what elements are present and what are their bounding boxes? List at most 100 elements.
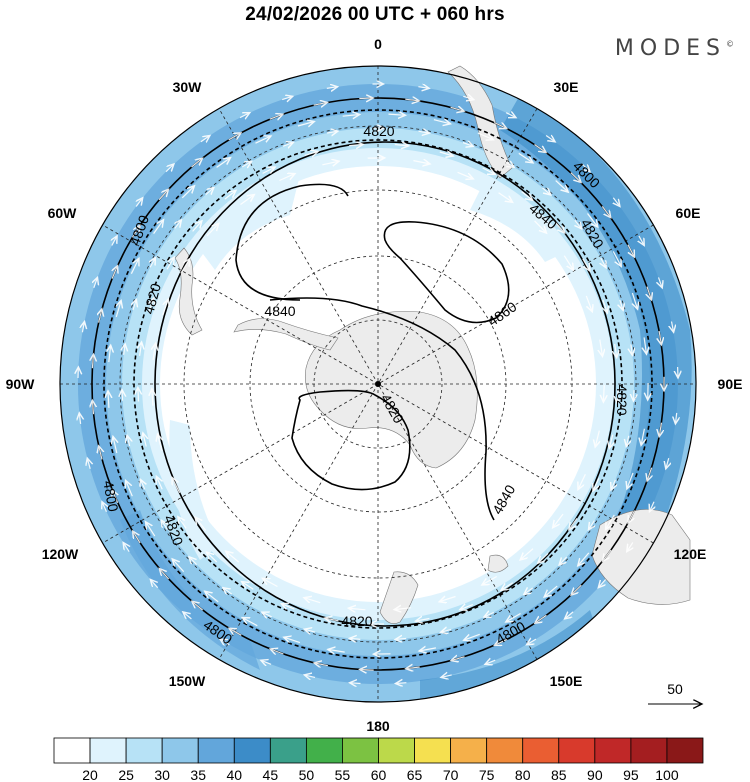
wind-vector-arrow <box>140 479 144 490</box>
colorbar-swatch <box>342 737 379 764</box>
wind-vector-arrow <box>394 608 412 610</box>
wind-vector-arrow <box>524 588 534 595</box>
wind-vector-arrow <box>200 136 210 142</box>
wind-vector-arrow <box>598 579 607 588</box>
wind-vector-arrow <box>612 251 621 266</box>
wind-vector-arrow <box>116 301 121 318</box>
wind-vector-arrow <box>326 131 338 133</box>
contour-4810-dashed <box>103 109 653 659</box>
landmasses <box>174 65 691 624</box>
wind-vector-arrow <box>112 236 117 246</box>
wind-vector-arrow <box>153 220 164 234</box>
wind-vector-arrow <box>615 343 617 358</box>
wind-vector-arrow <box>631 344 632 355</box>
wind-vector-arrow <box>395 639 407 640</box>
wind-vector-arrow <box>463 96 474 99</box>
wind-vector-arrow <box>647 467 652 481</box>
wind-vector-arrow <box>563 255 573 270</box>
lon-label-150w: 150W <box>169 673 206 689</box>
wind-vector-arrow <box>482 575 497 585</box>
wind-vector-arrow <box>206 223 219 237</box>
wind-vector-arrow <box>505 113 516 118</box>
wind-vector-arrow <box>559 556 568 565</box>
lon-label-0: 0 <box>374 36 382 52</box>
colorbar-tick-label: 55 <box>335 767 351 782</box>
wind-vector-arrow <box>554 221 564 233</box>
wind-vector-arrow <box>161 520 167 530</box>
wind-vector-arrow <box>282 96 293 99</box>
wind-vector-arrow <box>609 434 612 449</box>
wind-vector-arrow <box>506 612 521 623</box>
wind-vector-arrow <box>450 107 465 111</box>
wind-vector-arrow <box>150 258 155 268</box>
colorbar-swatch <box>161 737 199 764</box>
wind-vector-arrow <box>123 543 129 553</box>
contour-label: 4820 <box>363 123 394 139</box>
wind-vector-arrow <box>504 162 514 168</box>
wind-vector-arrow <box>464 633 480 640</box>
wind-vector-arrow <box>82 322 84 333</box>
wind-vector-arrow <box>158 189 168 201</box>
wind-vector-arrow <box>620 299 623 311</box>
colorbar-tick-label: 40 <box>226 767 242 782</box>
wind-vector-arrow <box>482 167 495 175</box>
wind-vector-arrow <box>113 437 117 454</box>
australia <box>591 509 691 605</box>
wind-vector-arrow <box>239 113 250 118</box>
lon-label-120e: 120E <box>674 546 707 562</box>
wind-vector-arrow <box>282 142 293 146</box>
wind-vector-arrow <box>127 435 130 447</box>
wind-vector-arrow <box>433 120 451 124</box>
colorbar-tick-label: 50 <box>299 767 315 782</box>
wind-vector-arrow <box>205 187 214 196</box>
wind-vector-arrow <box>229 628 242 636</box>
wind-vector-arrow <box>262 167 276 173</box>
tasmania <box>487 554 509 573</box>
contour-4840-west <box>235 183 349 301</box>
wind-vector-arrow <box>165 164 174 173</box>
wind-vector-arrow <box>518 152 533 162</box>
wind-vector-arrow <box>156 476 162 490</box>
wind-vector-arrow <box>545 136 555 142</box>
wind-vector-arrow <box>628 510 636 523</box>
wind-vector-arrow <box>534 220 547 233</box>
wind-vector-arrow <box>388 114 406 115</box>
wind-vector-arrow <box>396 683 407 684</box>
colorbar-tick-label: 20 <box>82 767 98 782</box>
wind-vector-arrow <box>192 221 202 232</box>
lon-label-60w: 60W <box>48 205 78 221</box>
wind-vector-arrow <box>603 549 612 561</box>
wind-vector-arrow <box>109 345 111 363</box>
wind-vector-arrow <box>158 434 162 451</box>
wind-vector-arrow <box>484 612 495 617</box>
colorbar-swatch <box>450 737 488 764</box>
wind-vector-arrow <box>534 144 547 153</box>
wind-vector-arrow <box>269 114 283 119</box>
wind-vector-arrow <box>314 663 329 666</box>
wind-vector-arrow <box>418 131 430 133</box>
wind-vector-arrow <box>172 478 181 494</box>
wind-vector-arrow <box>262 612 272 617</box>
colorbar-swatch <box>197 737 235 764</box>
wind-vector-arrow <box>451 657 465 661</box>
wind-vector-arrow <box>493 121 507 129</box>
contour-4840-main <box>269 297 495 521</box>
new-zealand <box>379 571 419 624</box>
wind-vector-arrow <box>175 220 182 229</box>
wind-vector-arrow <box>130 258 139 274</box>
wind-vector-arrow <box>582 258 590 271</box>
wind-vector-arrow <box>181 186 194 199</box>
colorbar-swatch <box>522 737 560 764</box>
colorbar-swatch <box>558 737 596 764</box>
wind-vector-arrow <box>571 584 582 595</box>
wind-vector-arrow <box>99 309 102 323</box>
colorbar-tick-label: 95 <box>623 767 639 782</box>
wind-vector-arrow <box>601 206 610 217</box>
wind-vector-arrow <box>544 585 558 597</box>
reference-vector: 50 <box>648 681 702 704</box>
wind-vector-arrow <box>535 614 547 623</box>
wind-vector-arrow <box>270 649 284 654</box>
map-title: 24/02/2026 00 UTC + 060 hrs <box>245 4 505 25</box>
wind-vector-arrow <box>672 321 674 333</box>
wind-vector-arrow <box>555 180 569 193</box>
